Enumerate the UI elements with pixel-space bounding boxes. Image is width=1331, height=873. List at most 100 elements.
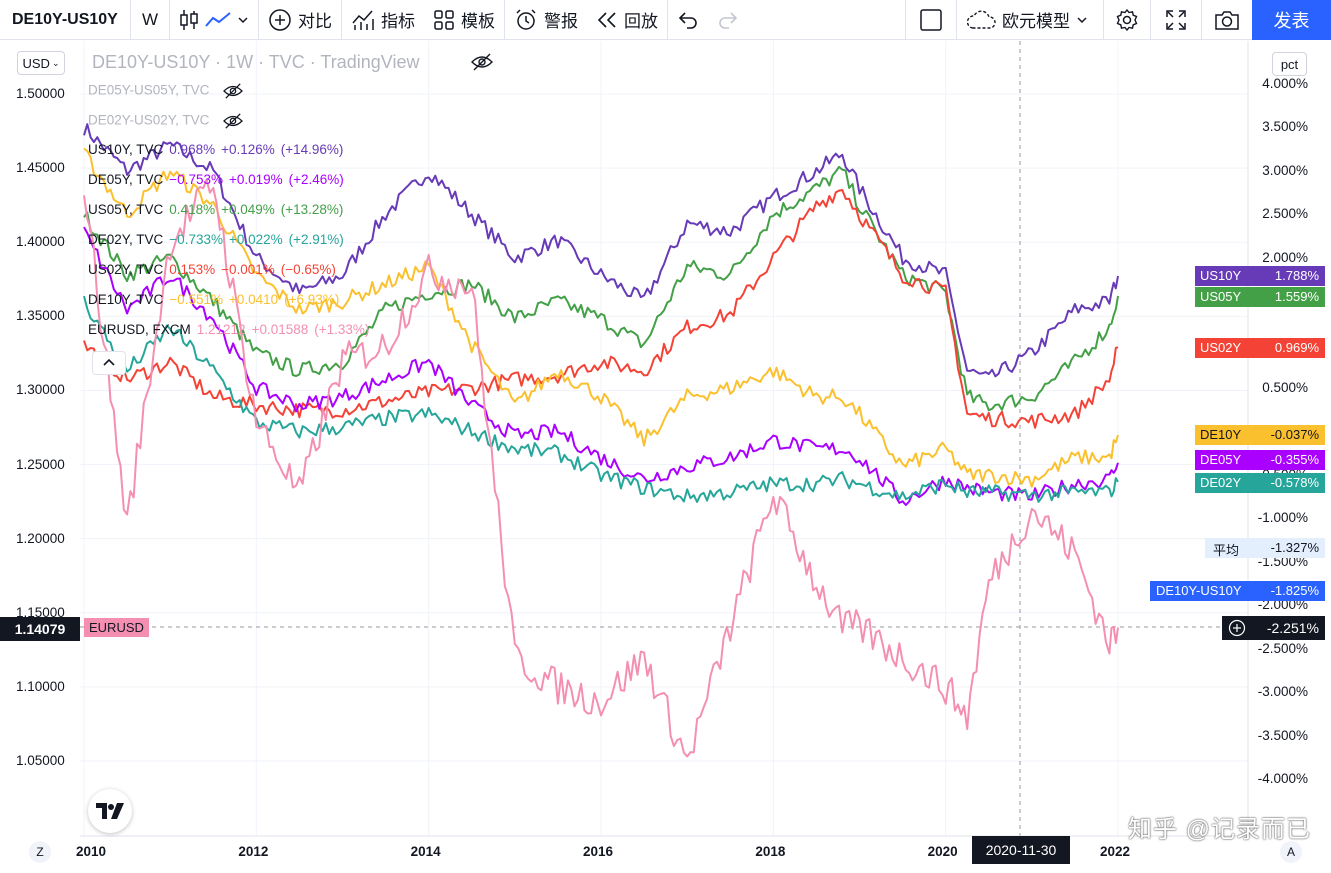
series-line-eurusd[interactable]: [83, 178, 1119, 758]
series-badge-name: DE02Y: [1200, 475, 1242, 490]
series-line-de10y[interactable]: [83, 147, 1119, 488]
time-axis-tick: 2012: [238, 844, 269, 859]
right-axis-tick: -4.000%: [1257, 771, 1308, 786]
series-badge-de10y: DE10Y -0.037%: [1195, 425, 1325, 445]
left-axis-tick: 1.20000: [16, 530, 65, 546]
square-icon: [920, 8, 942, 31]
publish-button[interactable]: 发表: [1252, 0, 1331, 40]
left-axis-tick: 1.40000: [16, 234, 65, 250]
legend-pct: (+14.96%): [280, 142, 344, 157]
zoom-reset-button[interactable]: Z: [29, 841, 51, 863]
settings-button[interactable]: [1104, 0, 1150, 40]
right-axis-tick: 0.500%: [1262, 380, 1308, 396]
series-badge-us05y: US05Y 1.559%: [1195, 287, 1325, 307]
right-axis-tick: -2.000%: [1257, 597, 1308, 613]
undo-button[interactable]: [668, 0, 708, 40]
chart-area[interactable]: DE10Y-US10Y · 1W · TVC · TradingView DE0…: [0, 41, 1331, 873]
average-value: -1.327%: [1270, 540, 1319, 555]
spread-badge: DE10Y-US10Y -1.825%: [1150, 581, 1325, 601]
currency-select[interactable]: USD ⌄: [17, 51, 65, 75]
replay-button[interactable]: 回放: [587, 0, 667, 40]
redo-button[interactable]: [708, 0, 748, 40]
legend-row[interactable]: DE02Y, TVC −0.733% +0.022% (+2.91%): [88, 232, 344, 247]
series-badge-de05y: DE05Y -0.355%: [1195, 450, 1325, 470]
templates-grid-icon: [434, 9, 454, 30]
tradingview-logo[interactable]: [88, 789, 132, 833]
series-badge-name: US10Y: [1200, 268, 1242, 283]
fullscreen-button[interactable]: [1151, 0, 1201, 40]
alert-button[interactable]: 警报: [505, 0, 587, 40]
legend-row[interactable]: DE05Y, TVC −0.753% +0.019% (+2.46%): [88, 172, 344, 187]
chart-canvas[interactable]: [0, 41, 1331, 873]
legend-series-name: US10Y, TVC: [88, 142, 164, 157]
left-axis-tick: 1.45000: [16, 160, 65, 176]
legend-row[interactable]: DE05Y-US05Y, TVC: [88, 82, 245, 100]
right-axis-tick: -3.500%: [1257, 727, 1308, 743]
legend-collapse-button[interactable]: [92, 351, 126, 375]
legend-row[interactable]: DE02Y-US02Y, TVC: [88, 112, 245, 130]
eye-off-icon[interactable]: [221, 82, 245, 100]
legend-series-name: DE02Y-US02Y, TVC: [88, 112, 210, 128]
hide-series-button[interactable]: [470, 52, 494, 77]
legend-row[interactable]: US05Y, TVC 0.418% +0.049% (+13.28%): [88, 202, 343, 217]
layout-menu-button[interactable]: 欧元模型: [957, 0, 1103, 40]
legend-row[interactable]: US10Y, TVC 0.968% +0.126% (+14.96%): [88, 142, 343, 157]
snapshot-button[interactable]: [1202, 0, 1252, 40]
add-plus-icon[interactable]: [1228, 619, 1246, 637]
series-line-us02y[interactable]: [83, 189, 1119, 429]
series-line-us10y[interactable]: [83, 123, 1119, 378]
time-axis-tick: 2010: [76, 844, 107, 859]
chart-title: DE10Y-US10Y · 1W · TVC · TradingView: [92, 52, 420, 72]
series-badge-value: -0.578%: [1270, 475, 1319, 490]
left-axis-tick: 1.05000: [16, 753, 65, 768]
time-axis-tick: 2018: [755, 844, 786, 859]
right-axis-tick: -2.500%: [1257, 640, 1308, 656]
spread-value: -1.825%: [1270, 583, 1319, 598]
legend-row[interactable]: US02Y, TVC 0.153% −0.001% (−0.65%): [88, 262, 336, 277]
layout-name: 欧元模型: [1002, 12, 1070, 31]
pct-scale-button[interactable]: pct: [1272, 52, 1307, 76]
legend-change: +0.022%: [228, 232, 283, 247]
spread-name: DE10Y-US10Y: [1156, 583, 1242, 598]
legend-series-name: EURUSD, FXCM: [88, 322, 191, 337]
series-line-de02y[interactable]: [83, 295, 1119, 503]
watermark-text: 知乎 @记录而已: [1128, 816, 1312, 843]
replay-label: 回放: [624, 12, 658, 31]
legend-series-name: DE05Y-US05Y, TVC: [88, 82, 210, 98]
right-axis-tick: -1.000%: [1257, 510, 1308, 526]
chart-type-button[interactable]: [170, 0, 258, 40]
interval-button[interactable]: W: [141, 9, 159, 29]
templates-button[interactable]: 模板: [424, 0, 504, 40]
compare-button[interactable]: 对比: [259, 0, 341, 40]
eye-off-icon[interactable]: [221, 112, 245, 130]
right-axis-tick: 3.500%: [1262, 119, 1308, 135]
symbol-search-button[interactable]: DE10Y-US10Y: [12, 10, 118, 28]
legend-row[interactable]: DE10Y, TVC −0.551% +0.0410 (+6.93%): [88, 292, 339, 307]
indicators-label: 指标: [381, 12, 415, 31]
gear-icon: [1116, 8, 1138, 31]
average-label: 平均: [1213, 543, 1240, 558]
current-price-left: 1.14079: [0, 617, 80, 641]
time-axis-tick: 2022: [1100, 844, 1131, 859]
legend-change: +0.019%: [228, 172, 283, 187]
legend-change: +0.049%: [221, 202, 275, 217]
left-axis-tick: 1.35000: [16, 308, 65, 324]
legend-series-name: US05Y, TVC: [88, 202, 164, 217]
fullscreen-toggle-button[interactable]: [906, 0, 956, 40]
eye-off-icon: [471, 53, 493, 71]
templates-label: 模板: [461, 12, 495, 31]
right-axis-tick: 2.500%: [1262, 206, 1308, 222]
legend-change: +0.01588: [251, 322, 309, 337]
legend-value: 0.968%: [169, 142, 216, 157]
series-line-de05y[interactable]: [83, 226, 1119, 506]
legend-series-name: US02Y, TVC: [88, 262, 164, 277]
indicators-button[interactable]: 指标: [342, 0, 424, 40]
auto-scale-button[interactable]: A: [1280, 841, 1302, 863]
legend-row[interactable]: EURUSD, FXCM 1.21212 +0.01588 (+1.33%): [88, 322, 369, 337]
series-badge-value: -0.355%: [1270, 452, 1319, 467]
chevron-down-icon: [1077, 16, 1087, 23]
left-axis-tick: 1.10000: [16, 678, 65, 694]
camera-icon: [1215, 10, 1239, 30]
redo-icon: [719, 11, 738, 29]
left-axis-tick: 1.15000: [16, 604, 65, 620]
